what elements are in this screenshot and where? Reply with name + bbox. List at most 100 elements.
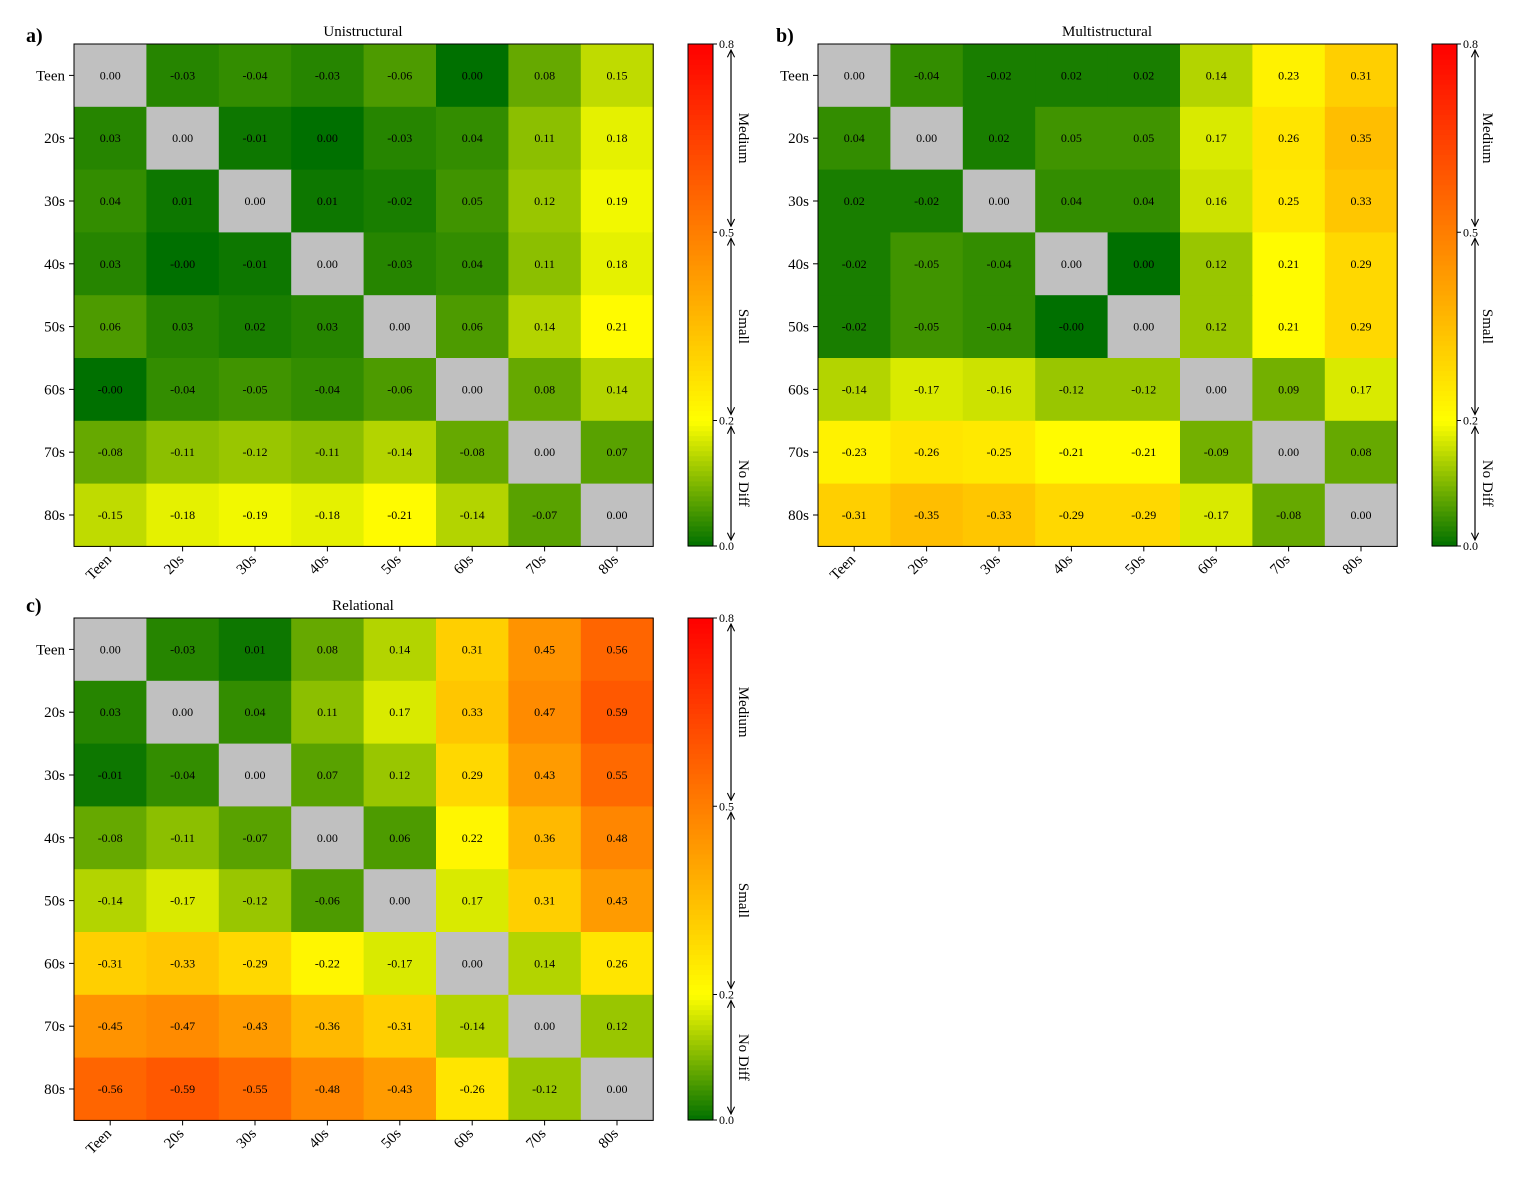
colorbar-segment	[1432, 530, 1457, 537]
cell-value-label: -0.03	[315, 68, 340, 82]
cell-value-label: 0.00	[100, 68, 121, 82]
cell-value-label: -0.12	[243, 894, 268, 908]
heatmap-cell	[1035, 358, 1109, 422]
heatmap-cell	[962, 106, 1036, 171]
cell-value-label: 0.17	[1206, 131, 1227, 145]
heatmap-cell	[363, 932, 437, 996]
heatmap-cell	[291, 483, 365, 547]
colorbar-segment	[688, 944, 713, 950]
colorbar-tick-label: 0.8	[719, 611, 734, 625]
colorbar-segment	[688, 1029, 713, 1036]
heatmap-cell	[1180, 169, 1253, 233]
heatmap-cell	[580, 932, 654, 996]
heatmap-cell	[962, 44, 1036, 108]
colorbar-segment	[688, 405, 713, 412]
colorbar-segment	[1432, 169, 1457, 176]
colorbar-segment	[1432, 495, 1457, 502]
colorbar-segment	[688, 445, 713, 452]
cell-value-label: -0.29	[243, 956, 268, 970]
colorbar-segment	[1432, 520, 1457, 527]
colorbar-segment	[1432, 470, 1457, 477]
heatmap-cell	[363, 483, 437, 547]
colorbar-segment	[688, 264, 713, 271]
heatmap-cell	[508, 994, 582, 1059]
colorbar-segment	[688, 999, 713, 1006]
cell-value-label: 0.21	[1278, 257, 1299, 271]
y-tick-label: Teen	[36, 642, 65, 658]
colorbar-segment	[688, 249, 713, 256]
colorbar-segment	[1432, 365, 1457, 371]
cell-value-label: 0.35	[1351, 131, 1372, 145]
heatmap-cell	[146, 994, 220, 1059]
colorbar-segment	[688, 174, 713, 181]
colorbar-segment	[688, 924, 713, 930]
colorbar-segment	[688, 813, 713, 820]
heatmap-cell	[1035, 169, 1109, 233]
heatmap-cell	[74, 295, 147, 359]
colorbar-segment	[688, 94, 713, 100]
heatmap-cell	[508, 232, 582, 296]
colorbar-segment	[688, 909, 713, 915]
cell-value-label: 0.14	[534, 320, 555, 334]
cell-value-label: 0.02	[1133, 68, 1154, 82]
cell-value-label: -0.25	[987, 445, 1012, 459]
colorbar-segment	[1432, 480, 1457, 487]
heatmap-cell	[818, 169, 891, 233]
heatmap-cell	[818, 106, 891, 171]
colorbar-segment	[688, 254, 713, 261]
cell-value-label: 0.29	[1351, 257, 1372, 271]
heatmap-cell	[363, 743, 437, 807]
colorbar-segment	[1432, 69, 1457, 75]
heatmap-cell	[890, 358, 964, 422]
colorbar-segment	[688, 114, 713, 120]
colorbar-segment	[688, 144, 713, 151]
colorbar-segment	[688, 989, 713, 996]
band-label: Medium	[735, 687, 751, 738]
y-tick-label: 30s	[44, 194, 65, 210]
cell-value-label: -0.14	[842, 382, 867, 396]
colorbar-segment	[1432, 184, 1457, 191]
cell-value-label: 0.12	[1206, 320, 1227, 334]
heatmap-cell	[1035, 295, 1109, 359]
heatmap-cell	[363, 232, 437, 296]
panel-c-label: c)	[26, 595, 42, 617]
colorbar-segment	[1432, 380, 1457, 386]
colorbar-segment	[1432, 295, 1457, 301]
panel-b-heatmap: 0.00 -0.04 -0.02 0.02 0.02 0.14 0.23 0.31 0.04 0.…	[780, 43, 1398, 584]
colorbar-segment	[688, 430, 713, 437]
colorbar-segment	[1432, 239, 1457, 246]
colorbar-segment	[688, 708, 713, 714]
heatmap-cell	[146, 806, 220, 870]
cell-value-label: -0.31	[387, 1019, 412, 1033]
colorbar-segment	[1432, 430, 1457, 437]
panel-a-heatmap: 0.00 -0.03 -0.04 -0.03 -0.06 0.00 0.08 0.15 0.03…	[36, 43, 654, 584]
colorbar-segment	[688, 340, 713, 346]
cell-value-label: 0.01	[172, 194, 193, 208]
colorbar-segment	[688, 653, 713, 659]
colorbar-segment	[688, 863, 713, 870]
heatmap-cell	[1180, 44, 1253, 108]
heatmap-cell	[363, 358, 437, 422]
y-tick-label: 40s	[44, 257, 65, 273]
cell-value-label: -0.11	[315, 445, 340, 459]
colorbar-segment	[688, 59, 713, 65]
cell-value-label: 0.04	[844, 131, 865, 145]
colorbar-segment	[688, 648, 713, 654]
colorbar-segment	[688, 1014, 713, 1021]
colorbar-segment	[688, 738, 713, 745]
colorbar-segment	[1432, 159, 1457, 166]
heatmap-cell	[218, 618, 292, 682]
x-tick-label: 80s	[596, 552, 622, 578]
x-tick-label: 50s	[379, 552, 405, 578]
heatmap-cell	[218, 869, 292, 933]
heatmap-cell	[580, 743, 654, 807]
heatmap-cell	[1324, 232, 1398, 296]
heatmap-cell	[1252, 483, 1326, 547]
cell-value-label: -0.59	[170, 1082, 195, 1096]
cell-value-label: 0.08	[317, 642, 338, 656]
colorbar-segment	[1432, 410, 1457, 417]
x-tick-label: 20s	[161, 552, 187, 578]
heatmap-cell	[363, 1057, 437, 1121]
heatmap-cell	[818, 358, 891, 422]
cell-value-label: 0.03	[100, 131, 121, 145]
